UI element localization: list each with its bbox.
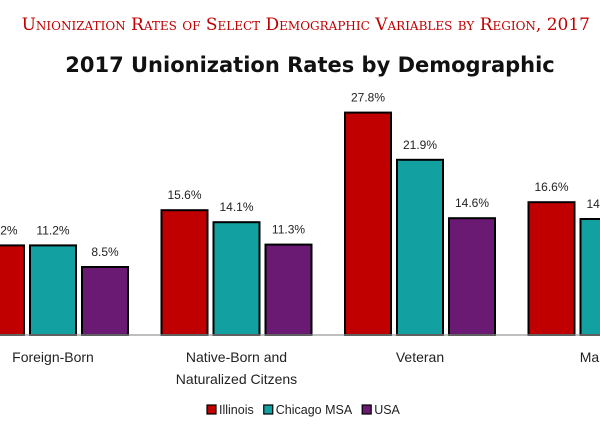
bar-chicago-msa [212, 221, 261, 336]
data-label: 14.6% [455, 196, 489, 210]
data-label: 11.2% [0, 223, 18, 237]
report-supertitle: Unionization Rates of Select Demographic… [22, 15, 590, 35]
category-label: Naturalized Citzens [176, 371, 297, 387]
data-label: 16.6% [534, 180, 568, 194]
bar-chicago-msa [579, 218, 600, 336]
legend-label: Chicago MSA [276, 403, 353, 417]
legend-label: Illinois [219, 403, 254, 417]
bar-illinois [527, 201, 576, 336]
category-label: Native-Born and [186, 349, 287, 365]
data-label: 8.5% [91, 245, 119, 259]
data-label: 21.9% [403, 138, 437, 152]
chart-title: 2017 Unionization Rates by Demographic [65, 53, 555, 77]
legend: Illinois Chicago MSA USA [206, 403, 401, 417]
category-label: Veteran [396, 349, 444, 365]
bar-chicago-msa [29, 244, 77, 336]
data-label: 14.5% [586, 197, 600, 211]
bar-illinois [160, 209, 209, 336]
legend-swatch [361, 404, 372, 415]
data-label: 14.1% [219, 200, 253, 214]
legend-swatch [263, 404, 274, 415]
bar-usa [448, 217, 496, 336]
category-label: Foreign-Born [12, 349, 94, 365]
legend-label: USA [374, 403, 400, 417]
data-label: 15.6% [167, 188, 201, 202]
data-label: 11.2% [36, 223, 69, 237]
bar-usa [264, 243, 313, 337]
bar-usa [81, 266, 129, 336]
category-label: Married [580, 349, 600, 365]
bar-chicago-msa [396, 158, 444, 336]
bar-illinois [344, 111, 392, 336]
data-label: 27.8% [351, 91, 385, 105]
data-label: 11.3% [272, 223, 305, 237]
legend-swatch [206, 404, 217, 415]
bar-illinois [0, 244, 25, 336]
